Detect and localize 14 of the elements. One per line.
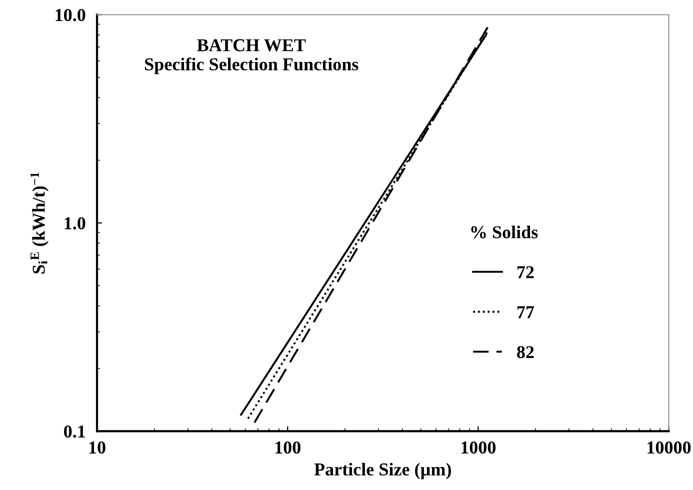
text: BATCH WET Specific Selection Functions xyxy=(145,39,358,74)
legend-title: % Solids xyxy=(471,226,538,238)
y-tick-label: 10.0 xyxy=(56,8,86,22)
legend-label: 82 xyxy=(517,346,534,358)
legend-label: 77 xyxy=(517,306,534,318)
y-axis-title: S$_{i}$$^{E}$ (kWh/t)$^{−1}$ xyxy=(30,172,49,274)
legend-label: 72 xyxy=(517,266,534,278)
y-tick-label: 0.1 xyxy=(64,425,85,438)
x-tick-label: 100 xyxy=(276,441,300,454)
x-axis-title: Particle Size (µm) xyxy=(314,462,451,480)
x-tick-label: 10 xyxy=(89,441,106,454)
x-tick-label: 10000 xyxy=(648,441,691,454)
y-tick-label: 1.0 xyxy=(64,217,86,230)
x-tick-label: 1000 xyxy=(462,441,496,454)
